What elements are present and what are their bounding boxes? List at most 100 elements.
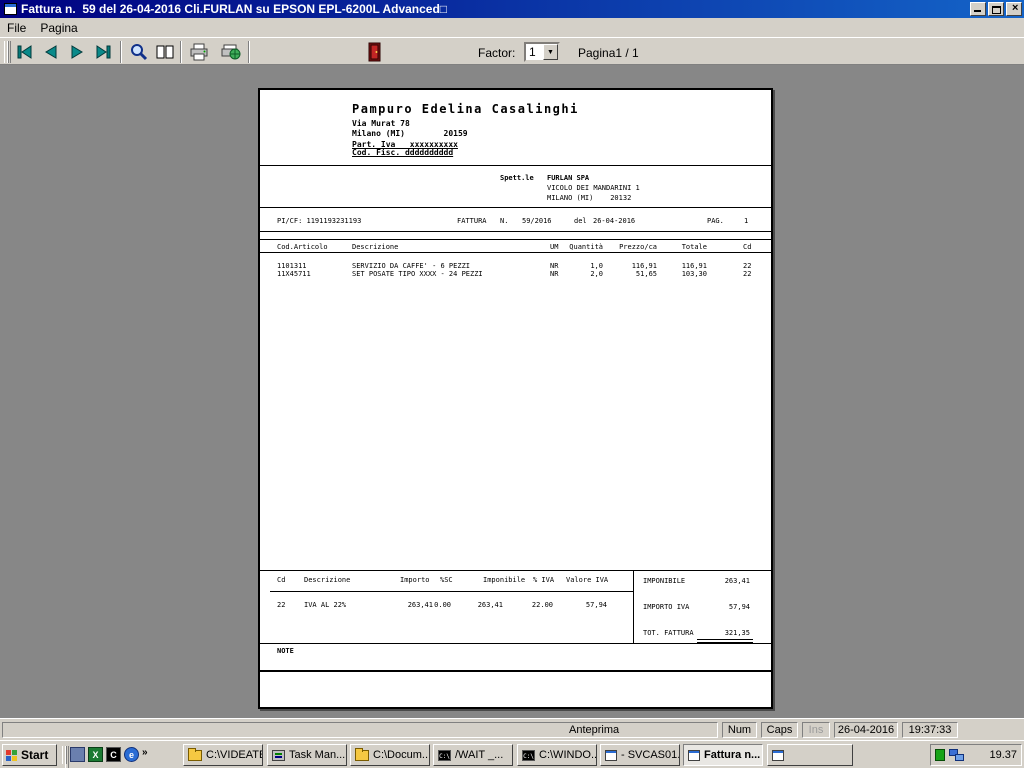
window-icon	[688, 749, 700, 761]
preview-area: Pampuro Edelina Casalinghi Via Murat 78 …	[0, 65, 1024, 718]
doc-pag-label: PAG.	[707, 217, 724, 225]
quicklaunch-overflow-chevron[interactable]: »	[142, 747, 148, 758]
app-window-icon	[272, 749, 285, 761]
sum-row-desc: IVA AL 22%	[304, 601, 347, 609]
quicklaunch-cmd-icon[interactable]: C	[106, 747, 121, 762]
print-button[interactable]	[186, 40, 211, 64]
tray-status-icon[interactable]	[935, 749, 945, 761]
last-page-icon	[96, 45, 110, 59]
task-label: Fattura n...	[704, 749, 761, 761]
quicklaunch-ie-icon[interactable]: e	[124, 747, 139, 762]
menu-pagina[interactable]: Pagina	[40, 20, 78, 35]
toolbar-separator	[248, 41, 250, 63]
quicklaunch-desktop-icon[interactable]	[70, 747, 85, 762]
magnifier-icon	[130, 44, 147, 61]
col-header-price: Prezzo/ca	[619, 243, 657, 251]
col-header-desc: Descrizione	[352, 243, 399, 251]
taskbar: Start X C e » C:\VIDEATE Task Man... C:\…	[0, 740, 1024, 768]
printer-icon	[190, 43, 207, 61]
first-page-button[interactable]	[12, 40, 37, 64]
zoom-button[interactable]	[126, 40, 151, 64]
cmd-icon: C:\	[438, 749, 451, 761]
first-page-icon	[17, 45, 31, 59]
maximize-button[interactable]	[988, 2, 1004, 16]
minimize-button[interactable]	[970, 2, 986, 16]
sum-header-valore: Valore IVA	[566, 576, 609, 584]
doc-number: 59/2016	[522, 217, 552, 225]
folder-icon	[188, 747, 202, 761]
taskbar-item-blank[interactable]	[767, 744, 853, 766]
maximize-icon	[992, 6, 1001, 14]
recipient-name: FURLAN SPA	[547, 174, 590, 182]
factor-value: 1	[529, 45, 536, 59]
status-time: 19:37:33	[902, 722, 958, 738]
prev-page-icon	[44, 45, 56, 59]
chevron-down-icon[interactable]: ▼	[543, 44, 558, 60]
tray-clock: 19.37	[989, 749, 1017, 761]
tray-network-icon[interactable]	[949, 748, 965, 762]
item-total: 103,30	[681, 270, 707, 278]
divider	[260, 670, 771, 672]
status-message-panel: Anteprima	[2, 722, 718, 738]
divider	[260, 207, 771, 208]
taskbar-item-documents[interactable]: C:\Docum...	[350, 744, 430, 766]
two-page-view-button[interactable]	[152, 40, 177, 64]
quicklaunch-grip[interactable]	[62, 746, 69, 768]
prev-page-button[interactable]	[38, 40, 63, 64]
taskbar-item-videate[interactable]: C:\VIDEATE	[183, 744, 263, 766]
print-setup-button[interactable]	[218, 40, 243, 64]
close-button[interactable]: ×	[1006, 2, 1022, 16]
doc-page-number: 1	[744, 217, 749, 225]
divider	[260, 643, 771, 644]
menu-file[interactable]: File	[7, 20, 27, 35]
doc-type-label: FATTURA	[457, 217, 487, 225]
task-label: /WAIT _...	[455, 749, 504, 761]
col-header-code: Cod.Articolo	[277, 243, 328, 251]
taskbar-item-fattura-active[interactable]: Fattura n...	[683, 744, 763, 766]
invoice-page: Pampuro Edelina Casalinghi Via Murat 78 …	[258, 88, 773, 709]
next-page-button[interactable]	[64, 40, 89, 64]
status-bar: Anteprima Num Caps Ins 26-04-2016 19:37:…	[0, 718, 1024, 740]
doc-del-label: del	[574, 217, 587, 225]
summary-vertical-divider	[633, 570, 634, 643]
title-bar: Fattura n. 59 del 26-04-2016 Cli.FURLAN …	[0, 0, 1024, 18]
taskbar-item-taskman[interactable]: Task Man...	[267, 744, 347, 766]
status-ins: Ins	[802, 722, 830, 738]
item-um: NR	[550, 270, 559, 278]
divider	[260, 231, 771, 232]
total-iva-value: 57,94	[728, 603, 750, 611]
window-icon[interactable]	[4, 3, 17, 15]
page-indicator: Pagina1 / 1	[578, 46, 639, 60]
divider	[260, 165, 771, 166]
factor-select[interactable]: 1 ▼	[524, 42, 560, 62]
item-desc: SET POSATE TIPO XXXX - 24 PEZZI	[352, 270, 483, 278]
item-price: 116,91	[631, 262, 657, 270]
taskbar-item-wait[interactable]: C:\ /WAIT _...	[433, 744, 513, 766]
item-desc: SERVIZIO DA CAFFE' - 6 PEZZI	[352, 262, 471, 270]
printer-globe-icon	[221, 44, 240, 60]
taskbar-item-windows[interactable]: C:\ C:\WINDO...	[517, 744, 597, 766]
col-header-um: UM	[550, 243, 559, 251]
item-qty: 2,0	[590, 270, 603, 278]
sum-header-sc: %SC	[440, 576, 453, 584]
toolbar-grip[interactable]	[4, 41, 11, 63]
total-imponibile-label: IMPONIBILE	[643, 577, 686, 585]
status-caps: Caps	[761, 722, 798, 738]
task-label: C:\VIDEATE	[206, 749, 263, 761]
exit-door-icon	[368, 42, 380, 62]
item-vat: 22	[743, 270, 752, 278]
sum-header-vat: Cd	[277, 576, 286, 584]
quicklaunch-excel-icon[interactable]: X	[88, 747, 103, 762]
item-qty: 1,0	[590, 262, 603, 270]
cmd-icon: C:\	[522, 749, 535, 761]
col-header-total: Totale	[681, 243, 707, 251]
folder-icon	[355, 747, 369, 761]
window-title: Fattura n. 59 del 26-04-2016 Cli.FURLAN …	[21, 2, 448, 16]
status-date: 26-04-2016	[834, 722, 898, 738]
taskbar-item-svcas[interactable]: - SVCAS01...	[600, 744, 680, 766]
start-button[interactable]: Start	[2, 744, 57, 766]
status-message: Anteprima	[569, 724, 620, 736]
exit-preview-button[interactable]	[362, 40, 387, 64]
minimize-icon	[974, 10, 981, 12]
last-page-button[interactable]	[90, 40, 115, 64]
